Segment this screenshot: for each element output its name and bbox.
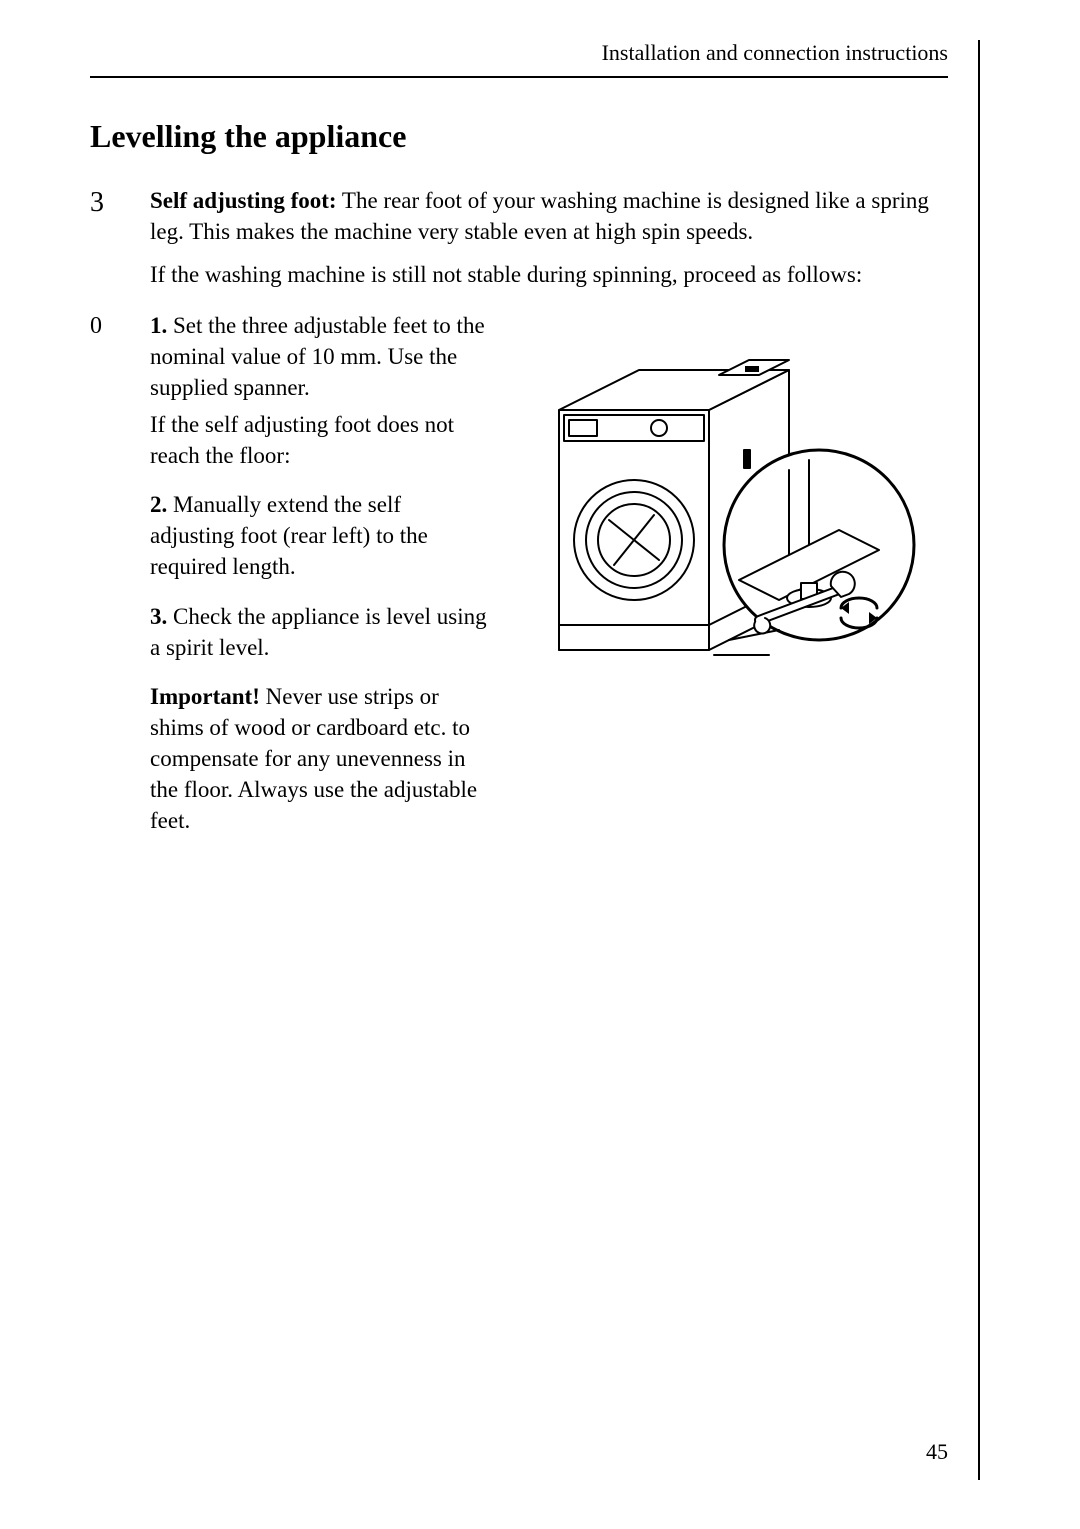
step-3: 3. Check the appliance is level using a … xyxy=(150,601,490,663)
intro-block: 3 Self adjusting foot: The rear foot of … xyxy=(90,185,948,290)
steps-area: 0 1. Set the three adjustable feet to th… xyxy=(90,310,948,854)
step-3-text: Check the appliance is level using a spi… xyxy=(150,604,487,660)
step-2-num: 2. xyxy=(150,492,167,517)
section-title: Levelling the appliance xyxy=(90,118,948,155)
intro-para2: If the washing machine is still not stab… xyxy=(150,259,948,290)
intro-marker: 3 xyxy=(90,185,150,290)
page-number: 45 xyxy=(926,1439,948,1465)
steps-marker: 0 xyxy=(90,310,150,854)
step-2: 2. Manually extend the self adjusting fo… xyxy=(150,489,490,582)
important-bold: Important! xyxy=(150,684,260,709)
step-important: Important! Never use strips or shims of … xyxy=(150,681,490,836)
step-2-text: Manually extend the self adjusting foot … xyxy=(150,492,428,579)
page-header: Installation and connection instructions xyxy=(90,40,948,78)
intro-lead-bold: Self adjusting foot: xyxy=(150,188,337,213)
figure-column xyxy=(490,310,948,700)
step-1-text: Set the three adjustable feet to the nom… xyxy=(150,313,485,400)
step-1: 1. Set the three adjustable feet to the … xyxy=(150,310,490,471)
step-3-num: 3. xyxy=(150,604,167,629)
steps-list: 1. Set the three adjustable feet to the … xyxy=(150,310,490,854)
intro-text: Self adjusting foot: The rear foot of yo… xyxy=(150,185,948,290)
step-1-sub: If the self adjusting foot does not reac… xyxy=(150,409,490,471)
step-1-num: 1. xyxy=(150,313,167,338)
levelling-diagram xyxy=(509,320,929,700)
